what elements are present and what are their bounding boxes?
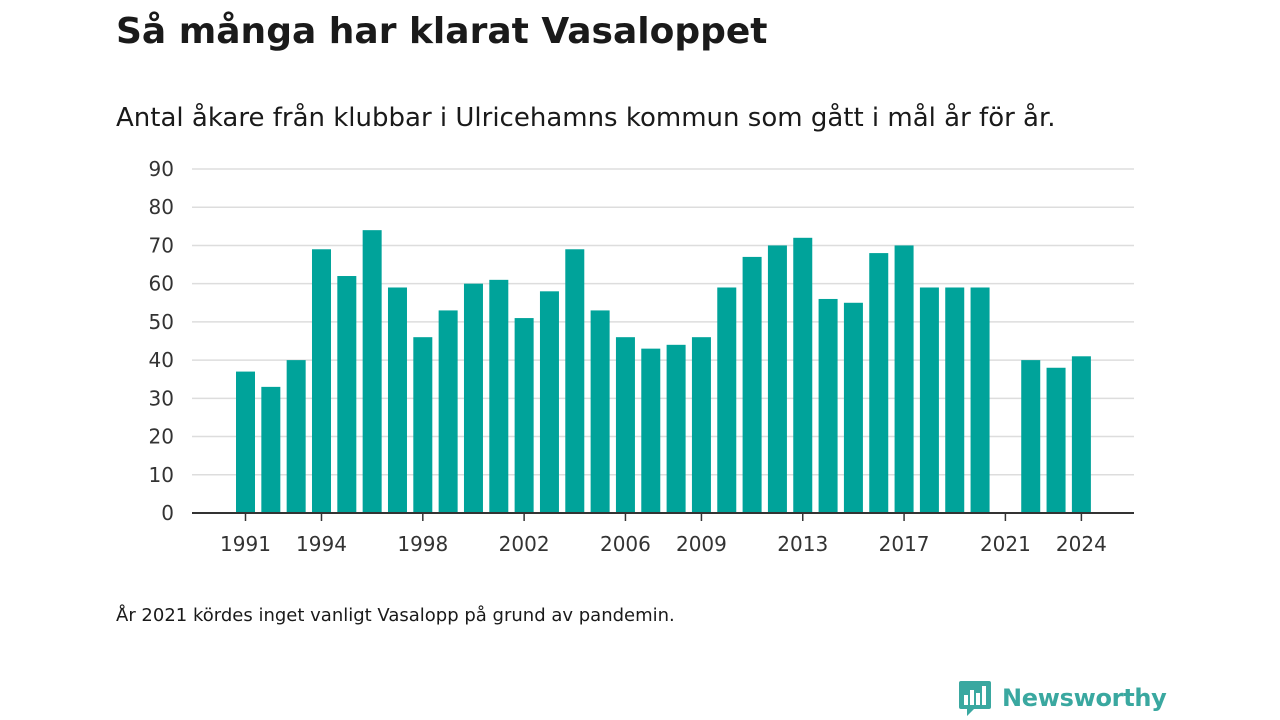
footnote: År 2021 kördes inget vanligt Vasalopp på… — [116, 605, 675, 626]
bar-2001 — [489, 279, 509, 513]
bar-2002 — [514, 318, 534, 513]
bar-2006 — [615, 337, 635, 513]
bar-2013 — [793, 237, 813, 514]
brand-name: Newsworthy — [1002, 684, 1167, 712]
bar-2023 — [1046, 367, 1066, 513]
x-tick-label: 2002 — [499, 532, 550, 556]
y-tick-label: 20 — [149, 425, 174, 449]
bar-2017 — [894, 245, 914, 513]
y-tick-label: 80 — [149, 195, 174, 219]
bar-1991 — [236, 371, 255, 513]
bar-2015 — [843, 302, 863, 513]
bar-1992 — [261, 386, 281, 513]
bar-chart: 0 10 20 30 40 50 60 70 80 90 1991 1994 1998 2002 2006 2… — [149, 157, 1134, 556]
y-tick-label: 10 — [149, 463, 174, 487]
bar-1995 — [337, 276, 357, 513]
bar-2022 — [1021, 360, 1041, 513]
gridlines — [192, 168, 1134, 476]
y-tick-label: 50 — [149, 310, 174, 334]
bar-2014 — [818, 298, 838, 513]
bar-2018 — [919, 287, 939, 513]
bar-2024 — [1071, 356, 1091, 513]
y-tick-label: 30 — [149, 386, 174, 410]
bar-2019 — [945, 287, 965, 513]
bar-1993 — [286, 360, 306, 513]
x-tick-label: 2013 — [777, 532, 828, 556]
axes: 0 10 20 30 40 50 60 70 80 90 1991 1994 1998 2002 2006 2… — [149, 157, 1134, 556]
bar-2016 — [869, 253, 889, 513]
bar-2005 — [590, 310, 610, 513]
x-tick-label: 2021 — [980, 532, 1031, 556]
bar-2020 — [970, 287, 990, 513]
x-tick-label: 1994 — [296, 532, 347, 556]
bar-1999 — [438, 310, 458, 513]
x-tick-label: 1998 — [397, 532, 448, 556]
x-tick-label: 2006 — [600, 532, 651, 556]
y-tick-label: 60 — [149, 272, 174, 296]
bar-1997 — [387, 287, 407, 513]
bar-2003 — [539, 291, 559, 513]
x-tick-label: 2017 — [879, 532, 930, 556]
bar-chart-speech-bubble-icon — [959, 681, 991, 716]
bar-2007 — [641, 348, 661, 513]
bar-1994 — [311, 249, 331, 513]
y-tick-label: 70 — [149, 233, 174, 257]
x-tick-label: 2009 — [676, 532, 727, 556]
bar-2010 — [717, 287, 737, 513]
newsworthy-brand[interactable]: Newsworthy — [958, 678, 1167, 718]
bar-2004 — [565, 249, 585, 513]
bar-2000 — [463, 283, 483, 513]
bar-2009 — [691, 337, 711, 513]
bar-1998 — [413, 337, 433, 513]
y-tick-label: 0 — [161, 501, 174, 525]
x-tick-label: 1991 — [220, 532, 271, 556]
bar-2011 — [742, 256, 762, 513]
x-tick-label: 2024 — [1056, 532, 1107, 556]
bars — [236, 230, 1091, 514]
bar-2012 — [767, 245, 787, 513]
bar-1996 — [362, 230, 382, 513]
y-tick-label: 40 — [149, 348, 174, 372]
chart-title: Så många har klarat Vasaloppet — [116, 11, 768, 52]
bar-2008 — [666, 344, 686, 513]
y-tick-label: 90 — [149, 157, 174, 181]
chart-subtitle: Antal åkare från klubbar i Ulricehamns k… — [116, 103, 1056, 133]
